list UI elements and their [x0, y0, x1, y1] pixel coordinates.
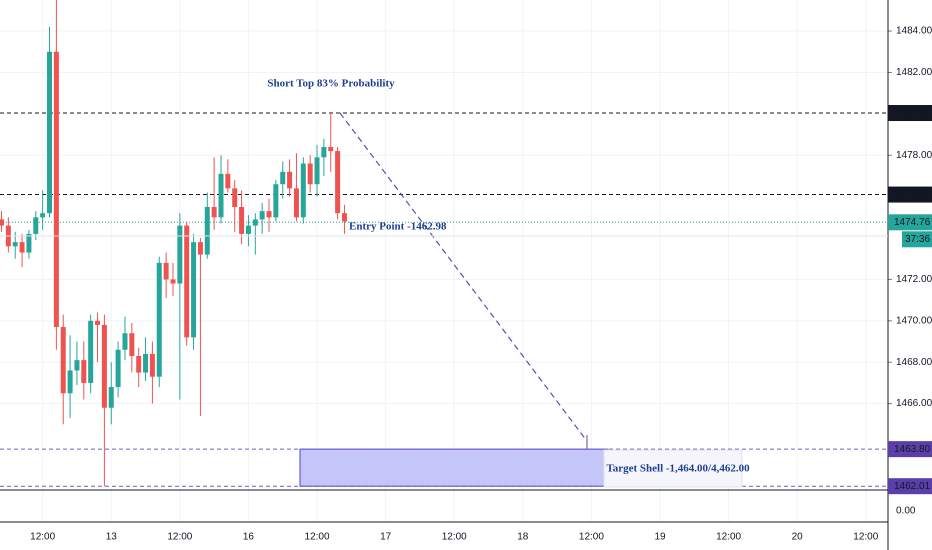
candle-body [259, 211, 265, 220]
x-tick-label: 17 [380, 532, 392, 543]
y-tick-label: 1466.00 [896, 398, 932, 409]
candle-body [163, 262, 169, 280]
trend-line [339, 112, 588, 442]
candle-body [122, 333, 128, 350]
candle-body [67, 370, 73, 394]
candle-body [341, 213, 347, 222]
candle-body [33, 217, 39, 234]
candle-body [321, 146, 327, 158]
y-tick-label: 1470.00 [896, 315, 932, 326]
x-tick-label: 18 [517, 532, 529, 543]
candle-body [101, 324, 107, 408]
x-tick-label: 16 [243, 532, 255, 543]
candle-body [143, 353, 149, 373]
candle-body [88, 320, 94, 383]
candle-body [300, 163, 306, 218]
candle-body [26, 233, 32, 253]
candle-body [314, 157, 320, 185]
candle-body [245, 225, 251, 234]
candle-body [95, 320, 101, 325]
price-label: 1462.01 [894, 481, 931, 492]
candle-body [170, 279, 176, 284]
y-tick-label: 1478.00 [896, 150, 932, 161]
candle-body [156, 262, 162, 377]
x-tick-label: 12:00 [579, 532, 604, 543]
annotation: Short Top 83% Probability [267, 78, 395, 90]
lower-pane-label: 0.00 [896, 506, 916, 517]
x-tick-label: 12:00 [305, 532, 330, 543]
candle-body [252, 219, 258, 226]
candle-body [74, 360, 80, 371]
annotation-box [603, 449, 743, 488]
candle-body [225, 173, 231, 189]
y-tick-label: 1482.00 [896, 67, 932, 78]
candle-body [266, 211, 272, 218]
candle-body [232, 188, 238, 207]
price-label: 1480.04 [894, 108, 931, 119]
x-tick-label: 20 [792, 532, 804, 543]
candle-body [40, 213, 46, 218]
price-label-bg [888, 441, 932, 458]
candle-body [115, 349, 121, 388]
price-label: 1463.80 [894, 444, 931, 455]
price-label: 1476.10 [894, 189, 931, 200]
candle-body [197, 242, 203, 255]
annotation: Entry Point -1462.98 [349, 221, 447, 233]
price-label-bg [888, 478, 932, 495]
candle-body [293, 188, 299, 218]
x-tick-label: 12:00 [853, 532, 878, 543]
candle-body [184, 225, 190, 338]
candle-body [218, 173, 224, 218]
y-tick-label: 1472.00 [896, 274, 932, 285]
candle-body [328, 146, 334, 152]
candle-body [204, 206, 210, 255]
price-label: 1474.76 [894, 217, 931, 228]
x-tick-label: 12:00 [716, 532, 741, 543]
price-label-bg [888, 186, 932, 203]
candle-body [136, 356, 142, 373]
x-tick-label: 19 [654, 532, 666, 543]
candle-body [149, 353, 155, 377]
candle-body [335, 151, 341, 214]
candle-body [191, 242, 197, 338]
candle-body [0, 219, 4, 226]
x-tick-label: 13 [106, 532, 118, 543]
price-label-bg [888, 214, 932, 231]
x-tick-label: 12:00 [167, 532, 192, 543]
x-tick-label: 12:00 [442, 532, 467, 543]
candle-body [239, 206, 245, 234]
y-tick-label: 1468.00 [896, 357, 932, 368]
target-zone [299, 448, 609, 487]
candle-body [12, 242, 18, 247]
candle-body [81, 360, 87, 383]
candle-body [53, 51, 59, 328]
x-tick-label: 12:00 [30, 532, 55, 543]
annotation: Target Shell -1,464.00/4,462.00 [606, 463, 750, 475]
price-label-bg [888, 105, 932, 122]
candle-body [307, 163, 313, 185]
candle-body [287, 171, 293, 189]
candle-body [129, 333, 135, 357]
candle-body [273, 184, 279, 218]
candle-body [47, 51, 53, 214]
candle-body [280, 171, 286, 185]
countdown: 37:36 [905, 234, 930, 245]
candle-body [19, 242, 25, 253]
candle-body [60, 327, 66, 394]
candle-body [211, 206, 217, 218]
candle-body [108, 387, 114, 408]
countdown-bg [902, 231, 932, 248]
y-tick-label: 1484.00 [896, 26, 932, 37]
candle-body [177, 225, 183, 284]
